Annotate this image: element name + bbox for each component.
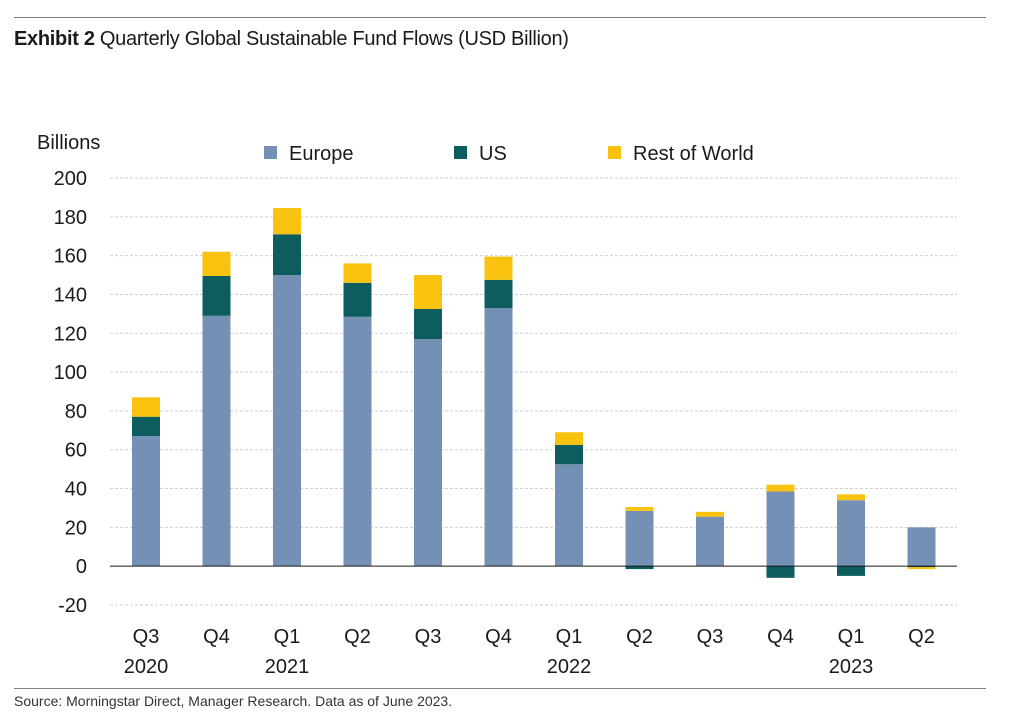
bar-us-10 (766, 566, 795, 578)
x-year-label: 2021 (265, 656, 310, 678)
bar-us-8 (625, 566, 654, 570)
y-tick-label: 160 (54, 246, 87, 268)
bar-europe-12 (907, 527, 936, 567)
bar-europe-9 (696, 516, 724, 567)
bar-europe-11 (837, 500, 865, 567)
bar-us-11 (837, 566, 865, 576)
bar-rest-of-world-2 (202, 251, 231, 277)
top-rule (14, 17, 986, 18)
bar-rest-of-world-4 (343, 263, 372, 283)
bar-rest-of-world-5 (414, 275, 442, 310)
x-tick-label: Q3 (697, 626, 724, 648)
x-year-label: 2022 (547, 656, 592, 678)
bar-rest-of-world-3 (273, 208, 301, 235)
y-tick-label: 140 (54, 284, 87, 306)
x-year-label: 2020 (124, 656, 169, 678)
x-tick-label: Q1 (838, 626, 865, 648)
chart-title: Quarterly Global Sustainable Fund Flows … (99, 28, 569, 50)
bar-rest-of-world-6 (484, 256, 513, 280)
y-tick-label: 180 (54, 207, 87, 229)
bar-europe-5 (414, 339, 442, 567)
source-note: Source: Morningstar Direct, Manager Rese… (14, 693, 453, 709)
y-tick-label: -20 (58, 595, 87, 617)
y-tick-label: 0 (76, 556, 87, 578)
x-tick-label: Q2 (626, 626, 653, 648)
y-tick-label: 120 (54, 323, 87, 345)
bar-europe-10 (766, 491, 795, 567)
bar-us-7 (555, 444, 583, 465)
bar-europe-1 (132, 436, 160, 567)
bottom-rule (14, 688, 986, 689)
legend-swatch-rest-of-world (608, 146, 621, 159)
x-tick-label: Q4 (767, 626, 794, 648)
bar-us-2 (202, 276, 231, 316)
x-tick-label: Q1 (556, 626, 583, 648)
bar-europe-2 (202, 315, 231, 567)
x-tick-label: Q4 (203, 626, 230, 648)
bar-rest-of-world-10 (766, 484, 795, 492)
bar-europe-6 (484, 308, 513, 567)
y-tick-label: 60 (65, 440, 87, 462)
stacked-bar-chart: -20 0 20 40 60 80 100 120 140 160 180 200 Q3 2020 Q4 Q… (37, 132, 957, 678)
bar-rest-of-world-11 (837, 494, 865, 501)
bar-us-1 (132, 416, 160, 437)
bar-us-3 (273, 234, 301, 276)
x-tick-label: Q2 (908, 626, 935, 648)
legend-label-europe: Europe (289, 143, 354, 165)
exhibit-title: Exhibit 2 Quarterly Global Sustainable F… (14, 28, 569, 51)
bar-rest-of-world-1 (132, 397, 160, 417)
bar-us-4 (343, 282, 372, 317)
y-tick-label: 200 (54, 168, 87, 190)
x-tick-label: Q2 (344, 626, 371, 648)
x-tick-label: Q4 (485, 626, 512, 648)
bar-europe-4 (343, 316, 372, 567)
y-axis-label: Billions (37, 132, 100, 154)
y-tick-label: 80 (65, 401, 87, 423)
legend-swatch-us (454, 146, 467, 159)
bar-europe-7 (555, 464, 583, 567)
bar-rest-of-world-9 (696, 511, 724, 517)
x-tick-label: Q3 (415, 626, 442, 648)
bar-us-5 (414, 309, 442, 340)
bar-rest-of-world-7 (555, 432, 583, 445)
y-tick-label: 40 (65, 479, 87, 501)
legend-label-us: US (479, 143, 507, 165)
legend-label-rest-of-world: Rest of World (633, 143, 754, 165)
bar-europe-3 (273, 275, 301, 567)
x-year-label: 2023 (829, 656, 874, 678)
x-tick-label: Q3 (133, 626, 160, 648)
y-tick-label: 100 (54, 362, 87, 384)
bar-rest-of-world-8 (625, 506, 654, 511)
exhibit-label: Exhibit 2 (14, 28, 95, 50)
y-tick-label: 20 (65, 517, 87, 539)
bar-rest-of-world-12 (907, 567, 936, 570)
bar-europe-8 (625, 510, 654, 567)
x-tick-label: Q1 (274, 626, 301, 648)
bar-us-6 (484, 279, 513, 309)
legend-swatch-europe (264, 146, 277, 159)
